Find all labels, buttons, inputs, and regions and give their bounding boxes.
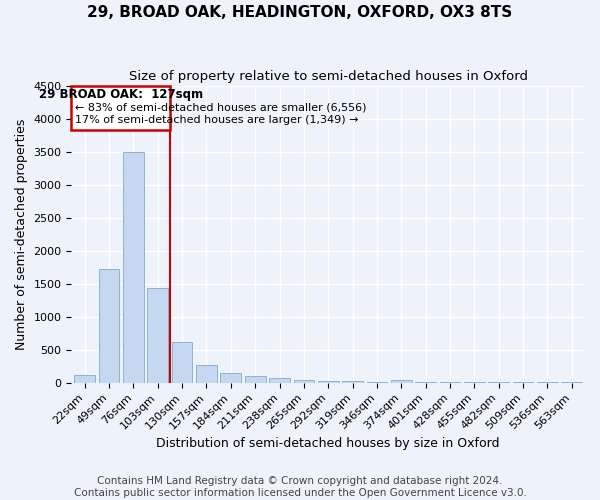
Text: 29 BROAD OAK:  127sqm: 29 BROAD OAK: 127sqm [38,88,203,101]
Bar [220,373,241,382]
Bar [99,269,119,382]
Title: Size of property relative to semi-detached houses in Oxford: Size of property relative to semi-detach… [129,70,528,83]
FancyBboxPatch shape [71,86,170,130]
Text: Contains HM Land Registry data © Crown copyright and database right 2024.
Contai: Contains HM Land Registry data © Crown c… [74,476,526,498]
Bar [293,380,314,382]
Bar [148,288,168,382]
Text: 17% of semi-detached houses are larger (1,349) →: 17% of semi-detached houses are larger (… [75,115,359,125]
Y-axis label: Number of semi-detached properties: Number of semi-detached properties [15,118,28,350]
Bar [172,342,193,382]
Text: ← 83% of semi-detached houses are smaller (6,556): ← 83% of semi-detached houses are smalle… [75,102,367,113]
Text: 29, BROAD OAK, HEADINGTON, OXFORD, OX3 8TS: 29, BROAD OAK, HEADINGTON, OXFORD, OX3 8… [88,5,512,20]
Bar [318,381,338,382]
Bar [123,152,144,382]
Bar [74,375,95,382]
Bar [391,380,412,382]
Bar [245,376,266,382]
Bar [196,364,217,382]
Bar [269,378,290,382]
X-axis label: Distribution of semi-detached houses by size in Oxford: Distribution of semi-detached houses by … [157,437,500,450]
